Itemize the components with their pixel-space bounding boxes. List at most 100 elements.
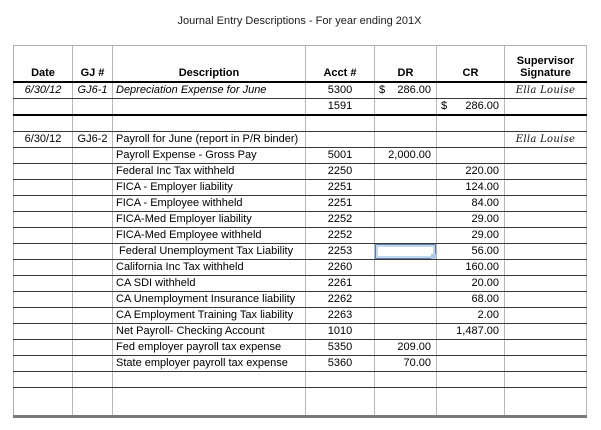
account-number-cell[interactable]: 1010 [305,323,375,340]
description-cell[interactable] [112,115,306,132]
description-cell[interactable]: Payroll for June (report in P/R binder) [112,131,306,148]
credit-cell[interactable] [436,131,505,148]
debit-cell[interactable] [374,163,437,180]
signature-cell[interactable] [504,307,587,324]
date-cell[interactable] [13,291,73,308]
debit-cell[interactable] [374,291,437,308]
signature-cell[interactable] [504,355,587,372]
signature-cell[interactable] [504,211,587,228]
date-cell[interactable] [13,195,73,212]
date-cell[interactable] [13,275,73,292]
debit-cell[interactable] [374,211,437,228]
column-header-acct[interactable]: Acct # [305,45,375,83]
account-number-cell[interactable] [305,131,375,148]
gj-number-cell[interactable] [72,371,113,388]
gj-number-cell[interactable] [72,243,113,260]
signature-cell[interactable] [504,323,587,340]
gj-number-cell[interactable] [72,355,113,372]
debit-cell[interactable] [374,195,437,212]
debit-cell[interactable] [374,307,437,324]
description-cell[interactable]: State employer payroll tax expense [112,355,306,372]
date-cell[interactable]: 6/30/12 [13,131,73,148]
date-cell[interactable] [13,371,73,388]
date-cell[interactable] [13,227,73,244]
column-header-desc[interactable]: Description [112,45,306,83]
credit-cell[interactable]: 1,487.00 [436,323,505,340]
signature-cell[interactable] [504,275,587,292]
debit-cell[interactable] [374,323,437,340]
account-number-cell[interactable]: 2253 [305,243,375,260]
account-number-cell[interactable]: 5300 [305,82,375,99]
account-number-cell[interactable]: 2262 [305,291,375,308]
gj-number-cell[interactable]: GJ6-2 [72,131,113,148]
credit-cell[interactable]: 160.00 [436,259,505,276]
gj-number-cell[interactable] [72,98,113,116]
account-number-cell[interactable]: 5360 [305,355,375,372]
gj-number-cell[interactable] [72,275,113,292]
gj-number-cell[interactable] [72,323,113,340]
account-number-cell[interactable]: 2263 [305,307,375,324]
signature-cell[interactable] [504,243,587,260]
signature-cell[interactable] [504,291,587,308]
credit-cell[interactable]: 220.00 [436,163,505,180]
gj-number-cell[interactable]: GJ6-1 [72,82,113,99]
date-cell[interactable] [13,147,73,164]
credit-cell[interactable] [436,371,505,388]
signature-cell[interactable] [504,227,587,244]
account-number-cell[interactable]: 2251 [305,179,375,196]
credit-cell[interactable]: 56.00 [436,243,505,260]
description-cell[interactable]: FICA - Employee withheld [112,195,306,212]
description-cell[interactable]: CA Unemployment Insurance liability [112,291,306,308]
date-cell[interactable] [13,115,73,132]
gj-number-cell[interactable] [72,339,113,356]
account-number-cell[interactable]: 2261 [305,275,375,292]
debit-cell[interactable]: $286.00 [374,82,437,99]
date-cell[interactable] [13,323,73,340]
description-cell[interactable]: Federal Unemployment Tax Liability [112,243,306,260]
account-number-cell[interactable]: 2252 [305,227,375,244]
date-cell[interactable] [13,355,73,372]
description-cell[interactable]: CA SDI withheld [112,275,306,292]
debit-cell[interactable] [374,371,437,388]
debit-cell[interactable] [374,179,437,196]
credit-cell[interactable] [436,82,505,99]
signature-cell[interactable] [504,339,587,356]
account-number-cell[interactable]: 2260 [305,259,375,276]
credit-cell[interactable] [436,115,505,132]
debit-cell[interactable] [374,275,437,292]
column-header-sig[interactable]: Supervisor Signature [504,45,587,83]
signature-cell[interactable]: Ella Louise [504,131,587,148]
column-header-dr[interactable]: DR [374,45,437,83]
debit-cell[interactable] [374,227,437,244]
account-number-cell[interactable] [305,387,375,417]
debit-cell[interactable] [374,115,437,132]
credit-cell[interactable]: 124.00 [436,179,505,196]
credit-cell[interactable] [436,147,505,164]
gj-number-cell[interactable] [72,387,113,417]
description-cell[interactable] [112,98,306,116]
credit-cell[interactable] [436,387,505,417]
credit-cell[interactable]: $286.00 [436,98,505,116]
gj-number-cell[interactable] [72,307,113,324]
date-cell[interactable] [13,179,73,196]
signature-cell[interactable] [504,147,587,164]
signature-cell[interactable] [504,98,587,116]
signature-cell[interactable] [504,163,587,180]
description-cell[interactable]: California Inc Tax withheld [112,259,306,276]
signature-cell[interactable] [504,195,587,212]
signature-cell[interactable] [504,259,587,276]
debit-cell[interactable] [374,131,437,148]
account-number-cell[interactable] [305,115,375,132]
selected-cell[interactable] [374,243,437,260]
signature-cell[interactable] [504,387,587,417]
date-cell[interactable] [13,243,73,260]
account-number-cell[interactable]: 2250 [305,163,375,180]
gj-number-cell[interactable] [72,259,113,276]
column-header-gj[interactable]: GJ # [72,45,113,83]
gj-number-cell[interactable] [72,211,113,228]
signature-cell[interactable] [504,179,587,196]
debit-cell[interactable]: 70.00 [374,355,437,372]
credit-cell[interactable]: 29.00 [436,227,505,244]
credit-cell[interactable] [436,339,505,356]
account-number-cell[interactable] [305,371,375,388]
